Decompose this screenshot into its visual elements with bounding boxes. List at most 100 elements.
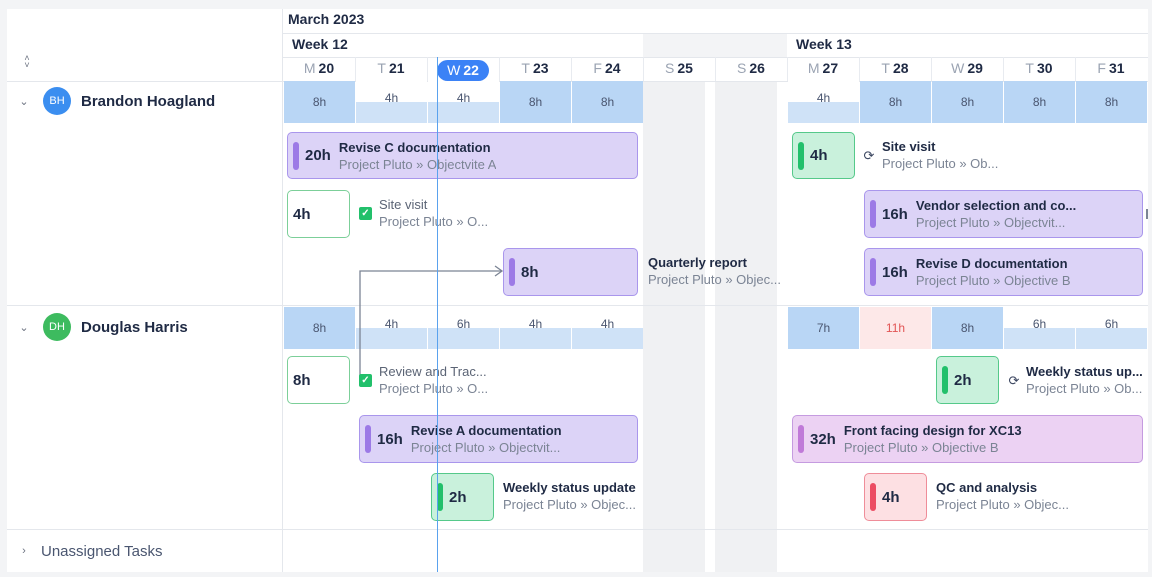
task-title: Quarterly report [648,255,747,270]
day-letter: F [593,60,602,76]
task-color-bar [942,366,948,394]
task-card[interactable]: 16h Revise A documentation Project Pluto… [359,415,638,463]
week-gap-header [643,33,787,57]
day-header-28[interactable]: T 28 [859,57,931,81]
task-card[interactable]: 16h Revise D documentation Project Pluto… [864,248,1143,296]
day-header-25[interactable]: S 25 [643,57,715,81]
task-card[interactable]: 2h [936,356,999,404]
unassigned-label: Unassigned Tasks [41,542,163,560]
person-row-brandon[interactable]: ⌄ BH Brandon Hoagland [7,80,283,122]
person-row-douglas[interactable]: ⌄ DH Douglas Harris [7,306,283,348]
task-hours: 16h [377,430,403,448]
day-label: T 21 [377,60,404,76]
day-label: F 24 [593,60,620,76]
day-header-24[interactable]: F 24 [571,57,643,81]
task-project: Project Pluto » Ob... [882,156,999,171]
day-number: 22 [463,62,479,78]
task-project: Project Pluto » Objectvite A [338,156,497,172]
day-number: 25 [677,60,693,76]
double-chevron-up-down-icon: ˄ ˅ [24,53,30,70]
task-color-bar [870,258,876,286]
task-title: Revise A documentation [410,423,562,438]
task-title: QC and analysis [936,480,1038,495]
task-card[interactable]: 20h Revise C documentation Project Pluto… [287,132,638,179]
resource-planner: ˄ ˅ March 2023 Week 12 Week 13 M 20 T 21 W 22 T… [7,9,1148,572]
day-letter: S [665,60,675,76]
capacity-cell: 8h [932,81,1003,123]
task-card[interactable]: 4h [864,473,927,521]
capacity-cell: 6h [1004,307,1075,349]
capacity-hours: 8h [960,321,975,335]
day-divider [931,57,932,81]
task-project: Project Pluto » Objective B [915,273,1071,288]
task-hours: 4h [882,488,900,506]
task-color-bar [293,141,299,170]
capacity-cell: 6h [1076,307,1147,349]
capacity-hours: 6h [456,317,471,331]
task-card[interactable]: 8h [287,356,350,404]
task-hours: 4h [810,147,828,164]
capacity-cell: 4h [428,81,499,123]
day-header-30[interactable]: T 30 [1003,57,1075,81]
task-card[interactable]: 16h Vendor selection and co... Project P… [864,190,1143,238]
person-name: Brandon Hoagland [81,92,216,110]
capacity-hours: 8h [1104,95,1119,109]
divider [283,33,1148,34]
unassigned-tasks-row[interactable]: › Unassigned Tasks [7,530,283,572]
task-label: Site visit Project Pluto » Ob... [882,138,1007,172]
task-info: Revise C documentation Project Pluto » O… [339,139,497,173]
task-hours: 20h [305,147,331,164]
day-label: M 20 [304,60,334,76]
day-header-23[interactable]: T 23 [499,57,571,81]
checkbox-checked-icon[interactable]: ✓ [359,374,372,387]
chevron-right-icon[interactable]: › [22,545,26,557]
task-card[interactable]: 4h [287,190,350,238]
task-hours: 4h [293,205,311,223]
day-header-29[interactable]: W 29 [931,57,1003,81]
collapse-all-button[interactable]: ˄ ˅ [20,53,34,71]
capacity-hours: 7h [816,321,831,335]
repeat-icon: ⟳ [863,148,875,163]
day-number: 28 [892,60,909,76]
day-label: M 27 [808,60,838,76]
day-header-22[interactable]: W 22 [427,57,499,81]
task-info: Revise A documentation Project Pluto » O… [411,422,562,456]
task-color-bar [798,425,804,453]
day-header-20[interactable]: M 20 [283,57,355,81]
day-divider [1075,57,1076,81]
day-header-27[interactable]: M 27 [787,57,859,81]
week-label: Week 13 [796,36,852,52]
weekend-band [643,81,705,572]
avatar: DH [43,313,71,341]
task-hours: 2h [954,371,972,389]
capacity-hours: 4h [816,91,831,105]
task-card[interactable]: 4h [792,132,855,179]
capacity-hours: 6h [1104,317,1119,331]
task-project: Project Pluto » Objective B [843,440,999,455]
day-header-31[interactable]: F 31 [1075,57,1147,81]
capacity-hours: 8h [960,95,975,109]
day-header-21[interactable]: T 21 [355,57,427,81]
capacity-hours: 8h [312,321,327,335]
task-card[interactable]: 2h [431,473,494,521]
task-card[interactable]: 32h Front facing design for XC13 Project… [792,415,1143,463]
task-title: Site visit [882,139,936,154]
task-label: Weekly status update Project Pluto » Obj… [503,479,638,513]
chevron-down-icon[interactable]: ⌄ [19,321,29,334]
capacity-cell: 8h [932,307,1003,349]
day-label: T 23 [521,60,548,76]
day-label: W 29 [951,60,983,76]
today-pill: W 22 [437,60,489,81]
chevron-down-icon[interactable]: ⌄ [19,95,29,108]
day-label: S 26 [737,60,765,76]
day-number: 21 [388,60,405,76]
task-card[interactable]: 8h [503,248,638,296]
day-number: 30 [1036,60,1053,76]
task-color-bar [870,483,876,511]
day-letter: F [1097,60,1106,76]
day-header-26[interactable]: S 26 [715,57,787,81]
capacity-cell: 8h [860,81,931,123]
day-number: 31 [1108,60,1125,76]
checkbox-checked-icon[interactable]: ✓ [359,207,372,220]
capacity-cell: 8h [284,307,355,349]
